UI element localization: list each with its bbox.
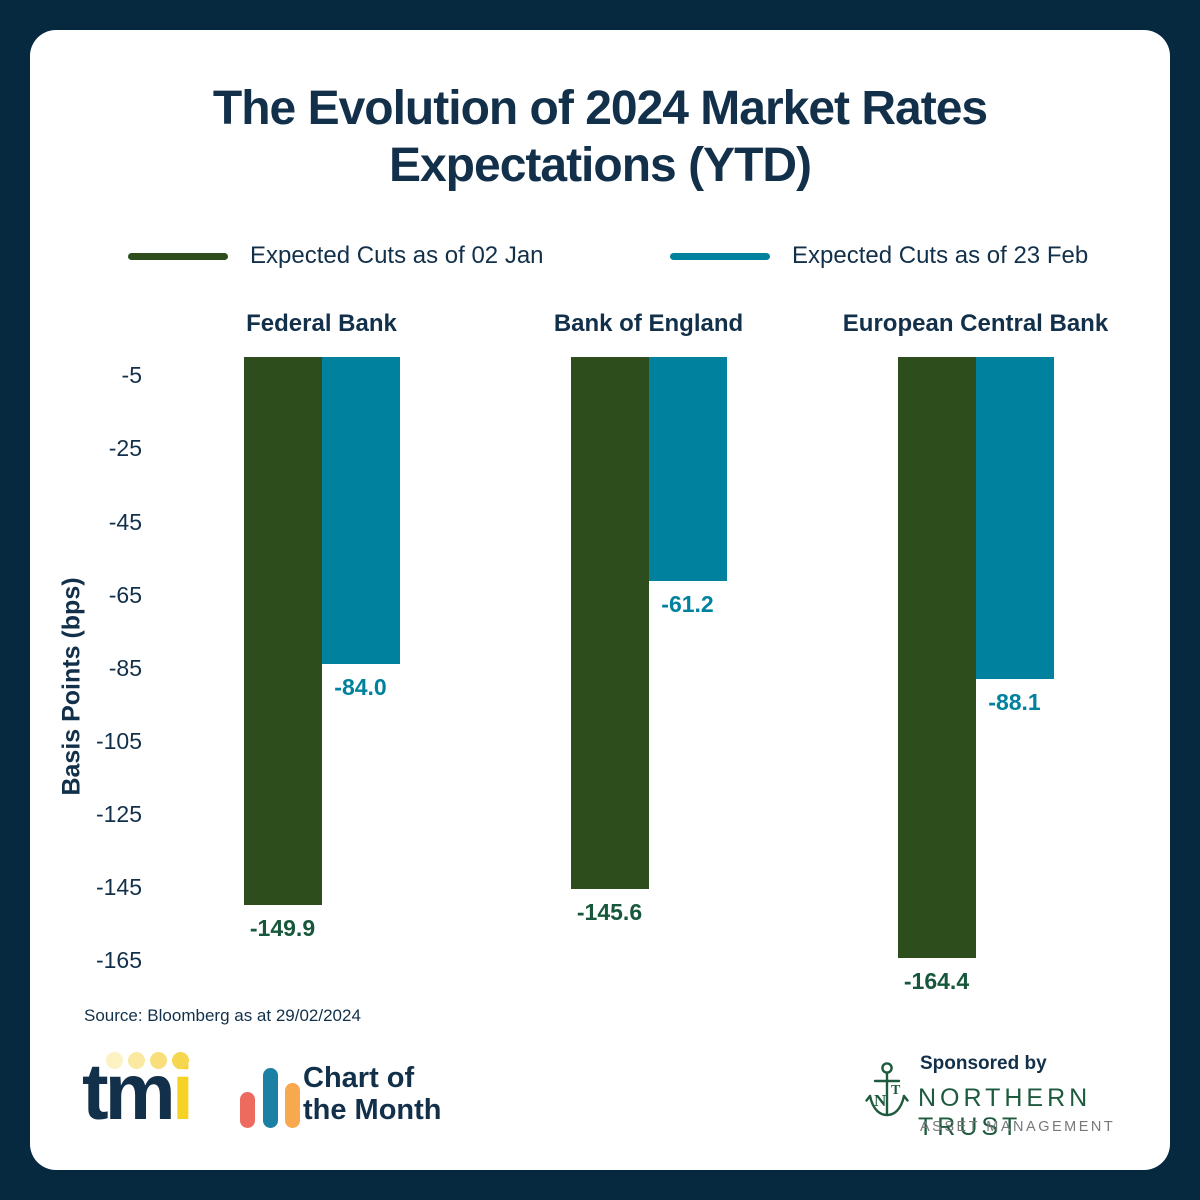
mini-bar-coral-icon xyxy=(240,1092,255,1128)
asset-management-label: ASSET MANAGEMENT xyxy=(920,1119,1116,1135)
sponsored-by-label: Sponsored by xyxy=(920,1053,1047,1074)
category-header: European Central Bank xyxy=(842,310,1109,337)
bar-value-label: -149.9 xyxy=(249,915,316,942)
y-tick-label: -105 xyxy=(95,727,142,754)
tmi-dot-icon xyxy=(106,1052,123,1069)
page-title: The Evolution of 2024 Market Rates Expec… xyxy=(0,80,1200,194)
y-tick-label: -5 xyxy=(121,362,142,389)
tmi-dot-icon xyxy=(150,1052,167,1069)
tmi-dot-icon xyxy=(172,1052,189,1069)
chart-of-the-month-bars-icon xyxy=(238,1062,300,1128)
bar-value-label: -164.4 xyxy=(903,968,970,995)
tmi-logo: tmi xyxy=(82,1046,242,1142)
y-tick-label: -45 xyxy=(108,508,142,535)
legend-item-23-feb: Expected Cuts as of 23 Feb xyxy=(670,242,1088,270)
bar-value-label: -88.1 xyxy=(988,689,1041,716)
bar-jan-0 xyxy=(243,357,322,906)
svg-text:T: T xyxy=(891,1083,901,1098)
bar-feb-1 xyxy=(648,357,727,581)
category-header: Bank of England xyxy=(553,310,744,337)
svg-text:N: N xyxy=(874,1091,887,1110)
bar-feb-2 xyxy=(975,357,1054,680)
y-tick-label: -165 xyxy=(95,947,142,974)
chart-of-the-month-wordmark: Chart of the Month xyxy=(303,1062,442,1126)
bar-jan-1 xyxy=(570,357,649,890)
mini-bar-orange-icon xyxy=(285,1083,300,1128)
legend-label-23-feb: Expected Cuts as of 23 Feb xyxy=(792,242,1089,269)
legend-label-02-jan: Expected Cuts as of 02 Jan xyxy=(250,242,544,269)
bar-value-label: -84.0 xyxy=(334,674,387,701)
cotm-line2: the Month xyxy=(303,1094,442,1126)
y-tick-label: -85 xyxy=(108,654,142,681)
category-header: Federal Bank xyxy=(246,310,397,337)
y-tick-label: -125 xyxy=(95,801,142,828)
tmi-letter-i: i xyxy=(171,1047,194,1136)
y-tick-label: -65 xyxy=(108,581,142,608)
legend-swatch-teal xyxy=(670,252,770,260)
northern-trust-name: NORTHERN TRUST xyxy=(918,1084,1092,1141)
bar-jan-2 xyxy=(897,357,976,959)
source-note: Source: Bloomberg as at 29/02/2024 xyxy=(84,1006,361,1025)
page-title-text: The Evolution of 2024 Market Rates Expec… xyxy=(212,82,988,192)
y-tick-label: -25 xyxy=(108,435,142,462)
y-axis-label: Basis Points (bps) xyxy=(57,577,86,796)
bar-value-label: -145.6 xyxy=(576,899,643,926)
legend-item-02-jan: Expected Cuts as of 02 Jan xyxy=(128,242,544,270)
mini-bar-blue-icon xyxy=(263,1068,278,1128)
bar-value-label: -61.2 xyxy=(661,590,714,617)
y-tick-label: -145 xyxy=(95,874,142,901)
northern-trust-anchor-icon: N T xyxy=(865,1062,909,1117)
cotm-line1: Chart of xyxy=(303,1062,415,1094)
bar-feb-0 xyxy=(321,357,400,665)
tmi-dot-icon xyxy=(128,1052,145,1069)
legend-swatch-green xyxy=(128,252,228,260)
